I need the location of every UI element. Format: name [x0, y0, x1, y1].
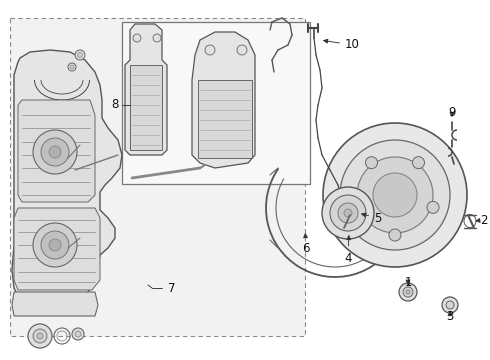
Circle shape: [133, 34, 141, 42]
Circle shape: [330, 195, 366, 231]
Circle shape: [77, 53, 82, 58]
Circle shape: [28, 324, 52, 348]
Circle shape: [153, 34, 161, 42]
Text: 6: 6: [302, 234, 310, 255]
Circle shape: [72, 328, 84, 340]
Circle shape: [37, 333, 43, 339]
Polygon shape: [198, 80, 252, 158]
Bar: [10, 18, 305, 336]
Circle shape: [49, 146, 61, 158]
Circle shape: [68, 63, 76, 71]
Circle shape: [351, 201, 363, 213]
Text: 10: 10: [324, 39, 360, 51]
Text: 2: 2: [476, 213, 488, 226]
Circle shape: [442, 297, 458, 313]
Circle shape: [33, 223, 77, 267]
Circle shape: [373, 173, 417, 217]
Circle shape: [427, 201, 439, 213]
Circle shape: [322, 187, 374, 239]
Circle shape: [446, 301, 454, 309]
Circle shape: [413, 157, 424, 168]
Circle shape: [389, 229, 401, 241]
Polygon shape: [192, 32, 255, 168]
Circle shape: [41, 231, 69, 259]
Polygon shape: [12, 50, 122, 308]
Polygon shape: [14, 208, 100, 290]
Circle shape: [41, 138, 69, 166]
Polygon shape: [12, 292, 98, 316]
Circle shape: [344, 209, 352, 217]
Polygon shape: [130, 65, 162, 150]
Circle shape: [403, 287, 413, 297]
Bar: [122, 22, 310, 184]
Text: 8: 8: [111, 99, 119, 112]
Circle shape: [366, 157, 377, 168]
Circle shape: [338, 203, 358, 223]
Circle shape: [205, 45, 215, 55]
Circle shape: [33, 329, 47, 343]
Text: 5: 5: [362, 211, 381, 225]
Circle shape: [357, 157, 433, 233]
Circle shape: [399, 283, 417, 301]
Circle shape: [49, 239, 61, 251]
Circle shape: [340, 140, 450, 250]
Circle shape: [406, 290, 410, 294]
Circle shape: [75, 331, 81, 337]
Polygon shape: [125, 24, 167, 155]
Circle shape: [237, 45, 247, 55]
Text: 7: 7: [168, 282, 176, 294]
Text: 3: 3: [446, 310, 454, 323]
Circle shape: [75, 50, 85, 60]
Circle shape: [323, 123, 467, 267]
Text: 4: 4: [344, 236, 352, 265]
Text: 1: 1: [404, 275, 412, 288]
Polygon shape: [18, 100, 95, 202]
Circle shape: [33, 130, 77, 174]
Circle shape: [70, 65, 74, 69]
Text: 9: 9: [448, 105, 456, 118]
